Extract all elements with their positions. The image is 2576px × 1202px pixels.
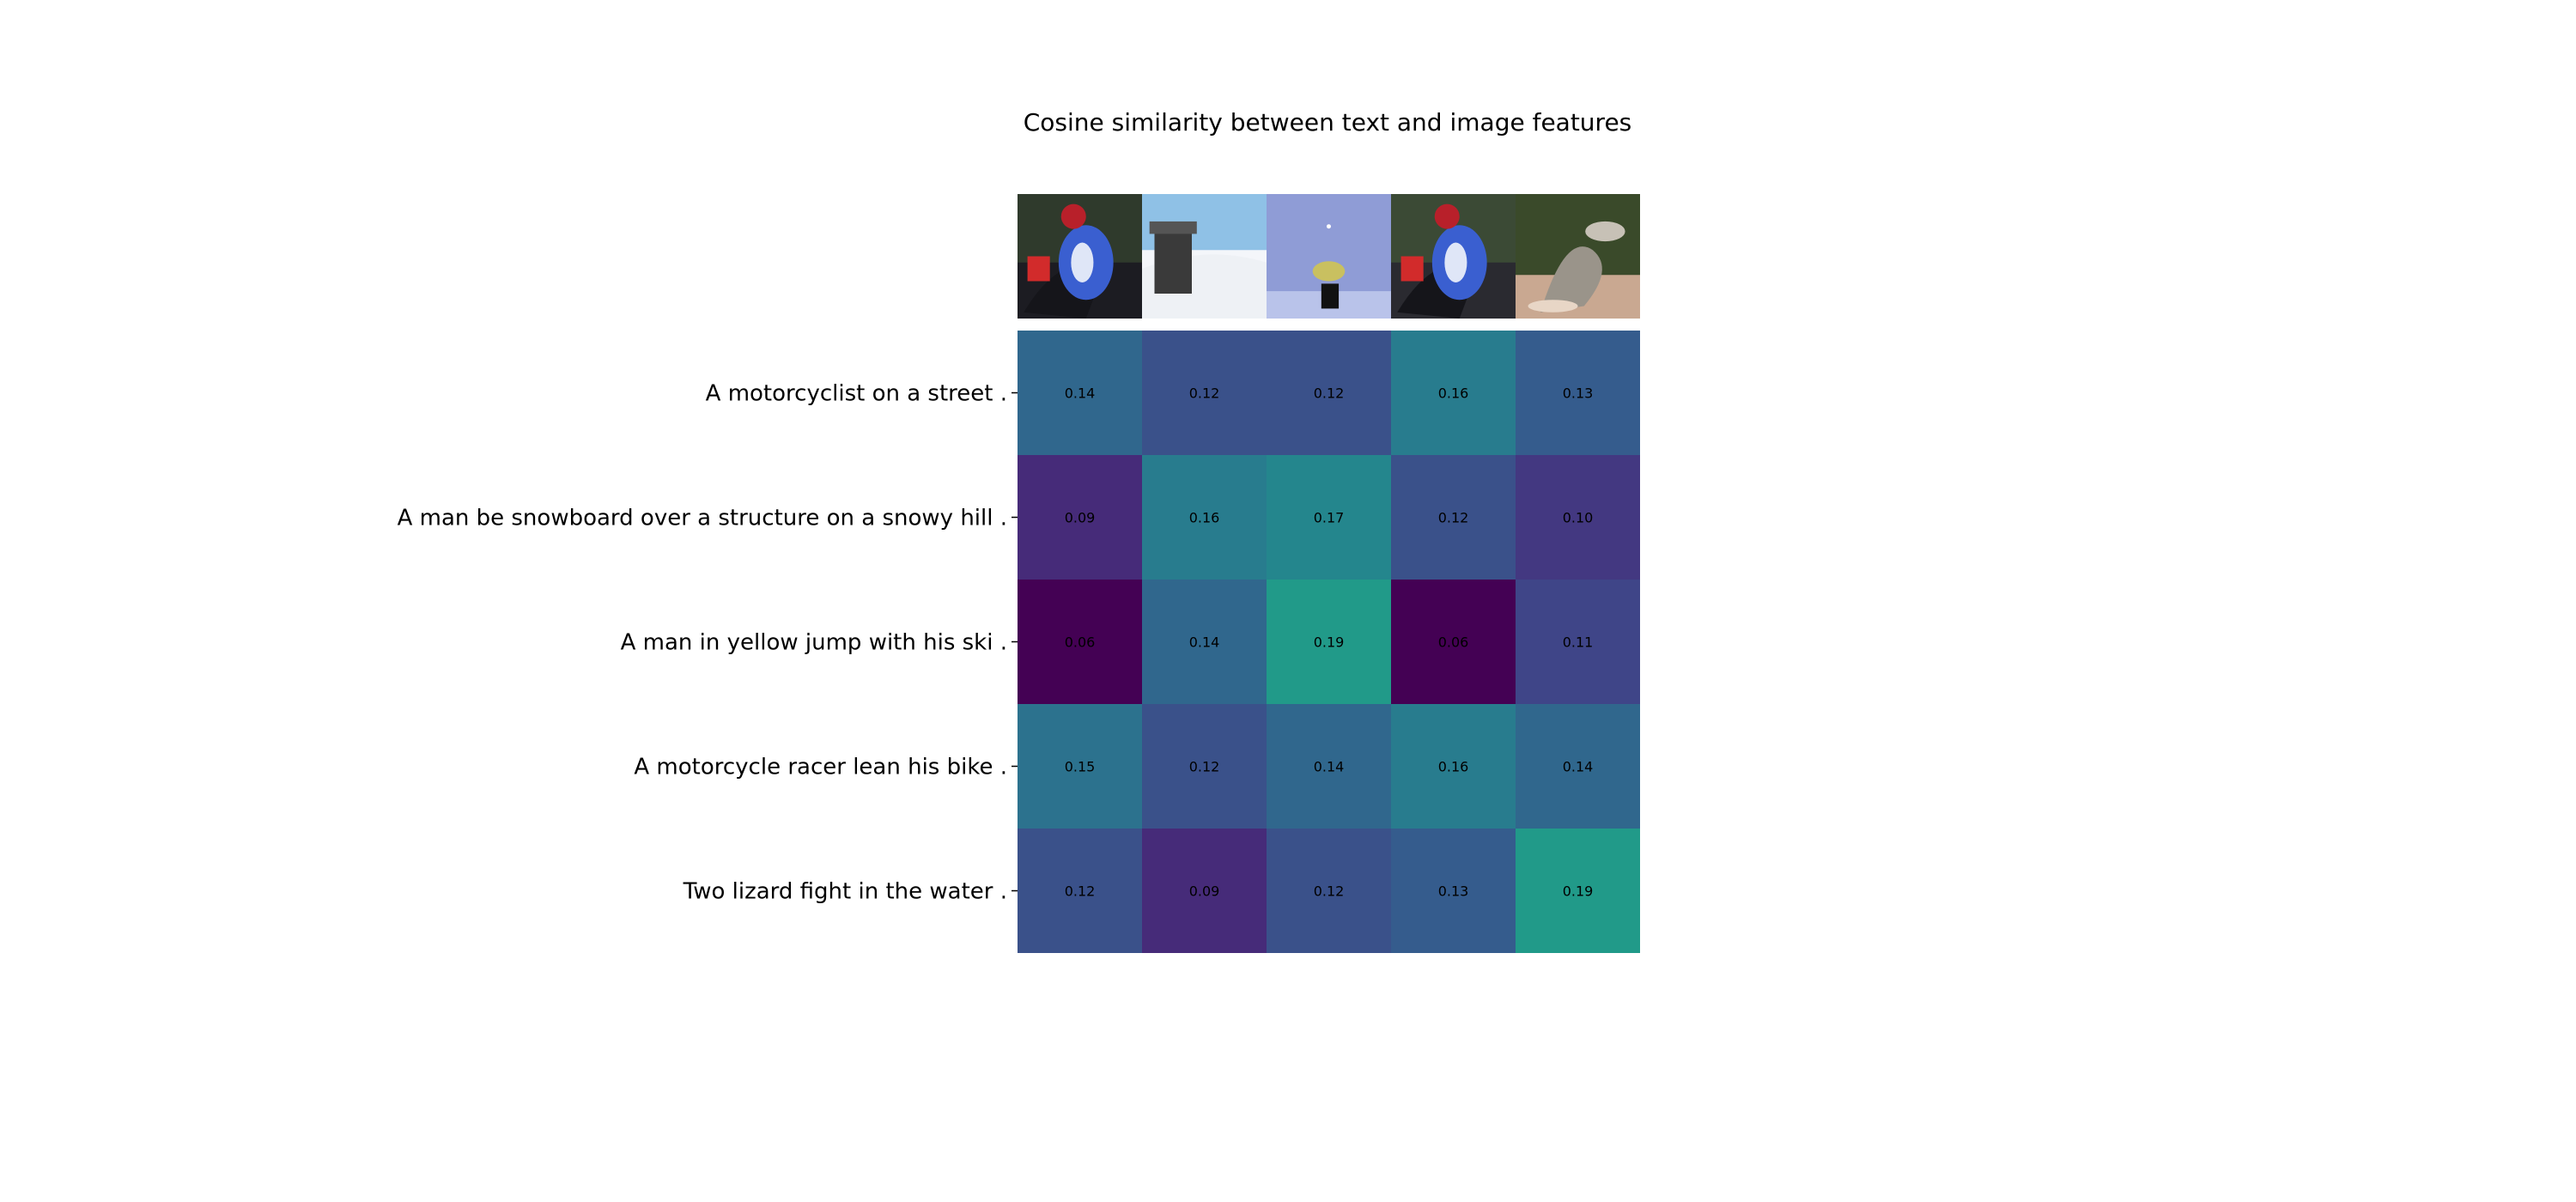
heatmap-cell-r3-c2 [1142,580,1267,704]
row-ticks [1012,392,1018,892]
cell-value-r5-c2: 0.09 [1189,883,1220,900]
snowboard-structure-image [1142,194,1267,319]
cell-value-r3-c5: 0.11 [1563,634,1594,651]
cell-value-r4-c5: 0.14 [1563,759,1594,775]
cell-value-r1-c3: 0.12 [1314,385,1345,402]
heatmap-cell-r4-c5 [1516,704,1640,829]
heatmap-cell-r2-c3 [1267,455,1391,580]
cell-value-r1-c5: 0.13 [1563,385,1594,402]
row-label-4: A motorcycle racer lean his bike . [634,755,1007,780]
row-label-5: Two lizard fight in the water . [683,879,1007,905]
heatmap-cell-r2-c4 [1391,455,1516,580]
cell-value-r4-c4: 0.16 [1438,759,1469,775]
row-label-1: A motorcyclist on a street . [706,381,1007,407]
cell-value-r3-c2: 0.14 [1189,634,1220,651]
motorcycle-image-1 [1018,194,1142,319]
heatmap-cell-r1-c3 [1267,331,1391,455]
heatmap-cell-r5-c4 [1391,829,1516,953]
cell-value-r1-c2: 0.12 [1189,385,1220,402]
cell-value-r5-c4: 0.13 [1438,883,1469,900]
heatmap-cell-r3-c5 [1516,580,1640,704]
heatmap-cell-r5-c1 [1018,829,1142,953]
cell-value-r5-c3: 0.12 [1314,883,1345,900]
heatmap-cell-r3-c4 [1391,580,1516,704]
cell-value-r4-c3: 0.14 [1314,759,1345,775]
chart-title: Cosine similarity between text and image… [1024,108,1632,137]
cell-value-r2-c5: 0.10 [1563,510,1594,526]
ski-jumper-image [1267,194,1391,319]
motorcycle-image-2 [1391,194,1516,319]
row-labels: A motorcyclist on a street . A man be sno… [398,381,1007,905]
cell-value-r2-c4: 0.12 [1438,510,1469,526]
cell-value-r3-c4: 0.06 [1438,634,1469,651]
row-label-3: A man in yellow jump with his ski . [621,630,1007,656]
cell-value-r5-c5: 0.19 [1563,883,1594,900]
cell-value-r3-c1: 0.06 [1065,634,1096,651]
cell-value-r2-c2: 0.16 [1189,510,1220,526]
heatmap-cells: 0.14 0.12 0.12 0.16 0.13 0.09 0.16 0.17 0.12 0.10… [1018,331,1640,953]
heatmap-cell-r5-c3 [1267,829,1391,953]
cell-value-r5-c1: 0.12 [1065,883,1096,900]
heatmap-cell-r3-c3 [1267,580,1391,704]
heatmap-cell-r1-c1 [1018,331,1142,455]
heatmap-cell-r2-c2 [1142,455,1267,580]
heatmap-cell-r4-c3 [1267,704,1391,829]
cell-value-r4-c2: 0.12 [1189,759,1220,775]
heatmap-cell-r4-c4 [1391,704,1516,829]
cell-value-r3-c3: 0.19 [1314,634,1345,651]
row-label-2: A man be snowboard over a structure on a… [398,506,1007,531]
heatmap-cell-r5-c5 [1516,829,1640,953]
cell-value-r2-c3: 0.17 [1314,510,1345,526]
cell-value-r2-c1: 0.09 [1065,510,1096,526]
heatmap-cell-r5-c2 [1142,829,1267,953]
heatmap-cell-r1-c5 [1516,331,1640,455]
lizards-image [1516,194,1640,319]
heatmap-cell-r2-c5 [1516,455,1640,580]
cell-value-r1-c1: 0.14 [1065,385,1096,402]
heatmap-cell-r2-c1 [1018,455,1142,580]
heatmap-cell-r1-c4 [1391,331,1516,455]
heatmap-cell-r4-c1 [1018,704,1142,829]
image-thumbnails [1018,194,1640,319]
cell-value-r4-c1: 0.15 [1065,759,1096,775]
cell-value-r1-c4: 0.16 [1438,385,1469,402]
heatmap-cell-r1-c2 [1142,331,1267,455]
heatmap-cell-r3-c1 [1018,580,1142,704]
heatmap-cell-r4-c2 [1142,704,1267,829]
